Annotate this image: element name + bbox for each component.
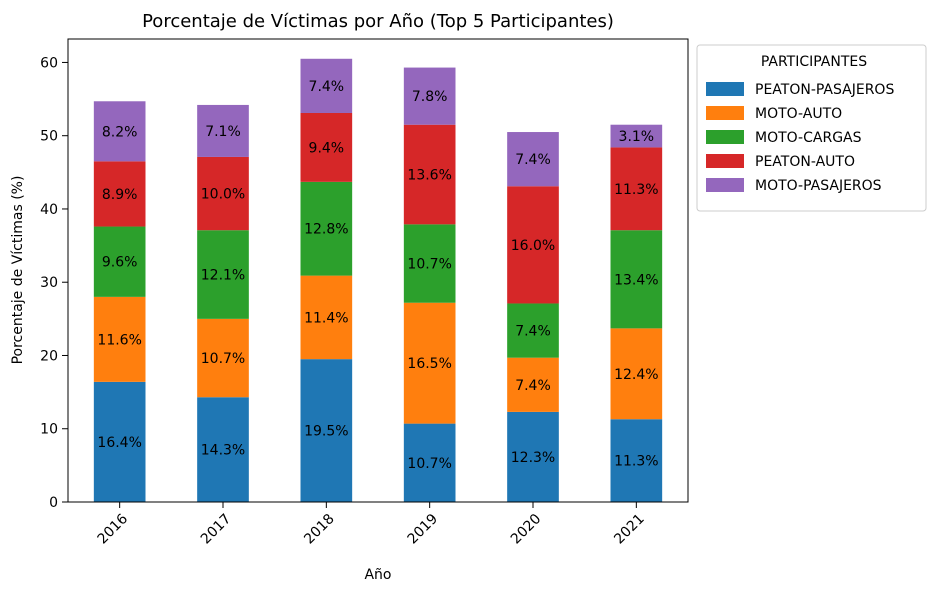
data-label: 8.2% (102, 124, 138, 140)
data-label: 12.1% (201, 268, 245, 284)
bar-segment (610, 124, 663, 148)
y-tick-label: 50 (40, 129, 58, 145)
legend-swatch (706, 106, 744, 120)
bar-segment (403, 67, 456, 125)
bar-segment (610, 230, 663, 329)
data-label: 16.5% (407, 356, 451, 372)
legend-box (696, 44, 927, 212)
legend-swatch (706, 154, 744, 168)
bar-segment (403, 423, 456, 502)
y-tick-label: 20 (40, 348, 58, 364)
y-tick-label: 60 (40, 55, 58, 71)
bar-segment (403, 224, 456, 303)
data-label: 3.1% (619, 129, 655, 145)
bar-segment (93, 161, 146, 227)
x-tick-label: 2017 (198, 511, 235, 548)
data-label: 9.4% (309, 140, 345, 156)
x-axis-label: Año (364, 567, 391, 583)
data-label: 9.6% (102, 255, 138, 271)
data-label: 7.1% (205, 124, 241, 140)
bar-segment (300, 359, 353, 502)
data-label: 12.3% (511, 450, 555, 466)
bar-segment (197, 230, 249, 319)
x-tick-label: 2021 (611, 511, 648, 548)
bar-segment (93, 101, 146, 162)
data-label: 11.6% (97, 332, 141, 348)
y-tick-label: 0 (49, 495, 58, 511)
bar-segment (300, 58, 353, 113)
legend-label: MOTO-AUTO (755, 106, 842, 122)
data-label: 11.4% (304, 310, 348, 326)
data-label: 10.7% (201, 351, 245, 367)
data-label: 16.0% (511, 238, 555, 254)
data-label: 7.4% (309, 79, 345, 95)
data-label: 11.3% (614, 182, 658, 198)
y-tick-label: 30 (40, 275, 58, 291)
data-label: 7.8% (412, 89, 448, 105)
x-tick-label: 2020 (508, 511, 545, 548)
bar-segment (93, 296, 146, 382)
bar-segment (300, 112, 353, 182)
y-axis-label: Porcentaje de Víctimas (%) (10, 176, 26, 365)
legend-title: PARTICIPANTES (761, 54, 867, 70)
data-label: 7.4% (515, 152, 551, 168)
data-label: 16.4% (97, 435, 141, 451)
y-tick-label: 10 (40, 422, 58, 438)
bar-segment (507, 411, 559, 502)
bar-segment (507, 132, 559, 187)
legend-swatch (706, 82, 744, 96)
legend-label: PEATON-AUTO (755, 154, 855, 170)
bar-segment (197, 156, 249, 231)
data-label: 12.8% (304, 222, 348, 238)
bar-segment (93, 226, 146, 297)
data-label: 13.6% (407, 168, 451, 184)
bar-segment (507, 303, 559, 358)
data-label: 11.3% (614, 454, 658, 470)
data-label: 12.4% (614, 367, 658, 383)
data-label: 13.4% (614, 272, 658, 288)
bar-segment (610, 419, 663, 502)
plot-area: 0 10 20 30 40 50 60 16.4% 11.6% 9.6% 8.9% 8.2% 2016 1… (40, 55, 663, 548)
bar-segment (197, 104, 249, 157)
bar-segment (610, 328, 663, 420)
bar-segment (300, 181, 353, 276)
plot-frame (67, 38, 689, 503)
x-tick-label: 2016 (95, 511, 132, 548)
data-label: 10.0% (201, 187, 245, 203)
legend-label: MOTO-CARGAS (755, 130, 862, 146)
data-label: 7.4% (515, 378, 551, 394)
bar-segment (93, 381, 146, 502)
legend-swatch (706, 178, 744, 192)
legend-label: PEATON-PASAJEROS (755, 82, 894, 98)
data-label: 8.9% (102, 187, 138, 203)
y-tick-label: 40 (40, 202, 58, 218)
bar-segment (197, 397, 249, 502)
bar-segment (507, 186, 559, 304)
legend-swatch (706, 130, 744, 144)
bar-segment (507, 357, 559, 412)
x-tick-label: 2018 (301, 511, 338, 548)
x-tick-label: 2019 (405, 511, 442, 548)
data-label: 10.7% (407, 456, 451, 472)
bar-segment (300, 275, 353, 360)
data-label: 10.7% (407, 257, 451, 273)
bar-segment (403, 124, 456, 225)
chart-title: Porcentaje de Víctimas por Año (Top 5 Pa… (142, 11, 614, 32)
bar-segment (403, 302, 456, 424)
legend-label: MOTO-PASAJEROS (755, 178, 882, 194)
bar-segment (610, 147, 663, 231)
legend: PARTICIPANTES PEATON-PASAJEROS MOTO-AUTO M… (696, 44, 927, 212)
data-label: 19.5% (304, 424, 348, 440)
data-label: 7.4% (515, 324, 551, 340)
bar-segment (197, 318, 249, 398)
data-label: 14.3% (201, 443, 245, 459)
